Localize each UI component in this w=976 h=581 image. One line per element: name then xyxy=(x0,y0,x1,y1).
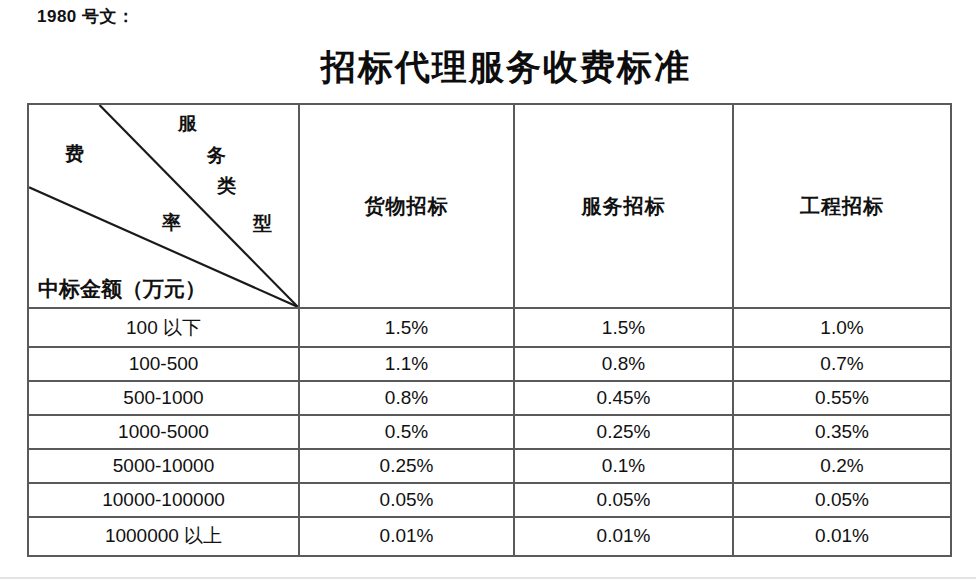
row-label-cell: 500-1000 xyxy=(28,381,299,415)
corner-fee-char-1: 费 xyxy=(65,144,84,163)
fee-value-cell: 0.25% xyxy=(299,449,514,483)
document-page: 1980 号文： 招标代理服务收费标准 费 服 务 类 率 xyxy=(0,0,976,581)
row-label-cell: 10000-100000 xyxy=(28,483,299,517)
column-header-services: 服务招标 xyxy=(514,104,733,308)
table-row: 100-500 1.1% 0.8% 0.7% xyxy=(28,347,951,381)
row-label-cell: 1000000 以上 xyxy=(28,517,299,556)
fee-value-cell: 0.55% xyxy=(733,381,951,415)
fee-value-cell: 0.8% xyxy=(514,347,733,381)
corner-service-char-3: 类 xyxy=(217,176,236,195)
corner-row-axis-label: 中标金额（万元） xyxy=(38,277,206,300)
fee-value-cell: 0.2% xyxy=(733,449,951,483)
row-label-cell: 100-500 xyxy=(28,347,299,381)
table-row: 1000-5000 0.5% 0.25% 0.35% xyxy=(28,415,951,449)
fee-value-cell: 0.25% xyxy=(514,415,733,449)
doc-number: 1980 号文： xyxy=(37,5,135,28)
page-title: 招标代理服务收费标准 xyxy=(18,44,976,91)
fee-value-cell: 0.35% xyxy=(733,415,951,449)
fee-value-cell: 0.8% xyxy=(299,381,514,415)
fee-value-cell: 0.05% xyxy=(514,483,733,517)
fee-value-cell: 0.01% xyxy=(733,517,951,556)
table-row: 1000000 以上 0.01% 0.01% 0.01% xyxy=(28,517,951,556)
page-bottom-edge xyxy=(0,577,976,579)
fee-value-cell: 0.1% xyxy=(514,449,733,483)
row-label-cell: 5000-10000 xyxy=(28,449,299,483)
fee-value-cell: 0.01% xyxy=(514,517,733,556)
corner-service-char-4: 型 xyxy=(253,214,272,233)
fee-value-cell: 1.5% xyxy=(299,308,514,347)
table-row: 100 以下 1.5% 1.5% 1.0% xyxy=(28,308,951,347)
corner-header-cell: 费 服 务 类 率 型 中标金额（万元） xyxy=(28,104,299,308)
row-label-cell: 1000-5000 xyxy=(28,415,299,449)
column-header-engineering: 工程招标 xyxy=(733,104,951,308)
fee-value-cell: 0.01% xyxy=(299,517,514,556)
fee-value-cell: 1.0% xyxy=(733,308,951,347)
fee-value-cell: 0.45% xyxy=(514,381,733,415)
table-header-row: 费 服 务 类 率 型 中标金额（万元） 货物招标 服务招标 工程招标 xyxy=(28,104,951,308)
table-row: 500-1000 0.8% 0.45% 0.55% xyxy=(28,381,951,415)
fee-table: 费 服 务 类 率 型 中标金额（万元） 货物招标 服务招标 工程招标 100 … xyxy=(27,103,952,557)
table-row: 5000-10000 0.25% 0.1% 0.2% xyxy=(28,449,951,483)
fee-value-cell: 0.05% xyxy=(299,483,514,517)
fee-value-cell: 0.5% xyxy=(299,415,514,449)
table-row: 10000-100000 0.05% 0.05% 0.05% xyxy=(28,483,951,517)
corner-service-char-2: 务 xyxy=(207,146,226,165)
fee-value-cell: 1.5% xyxy=(514,308,733,347)
fee-value-cell: 0.05% xyxy=(733,483,951,517)
corner-service-char-1: 服 xyxy=(178,114,197,133)
row-label-cell: 100 以下 xyxy=(28,308,299,347)
corner-fee-char-2: 率 xyxy=(162,213,181,232)
column-header-goods: 货物招标 xyxy=(299,104,514,308)
fee-value-cell: 0.7% xyxy=(733,347,951,381)
fee-value-cell: 1.1% xyxy=(299,347,514,381)
